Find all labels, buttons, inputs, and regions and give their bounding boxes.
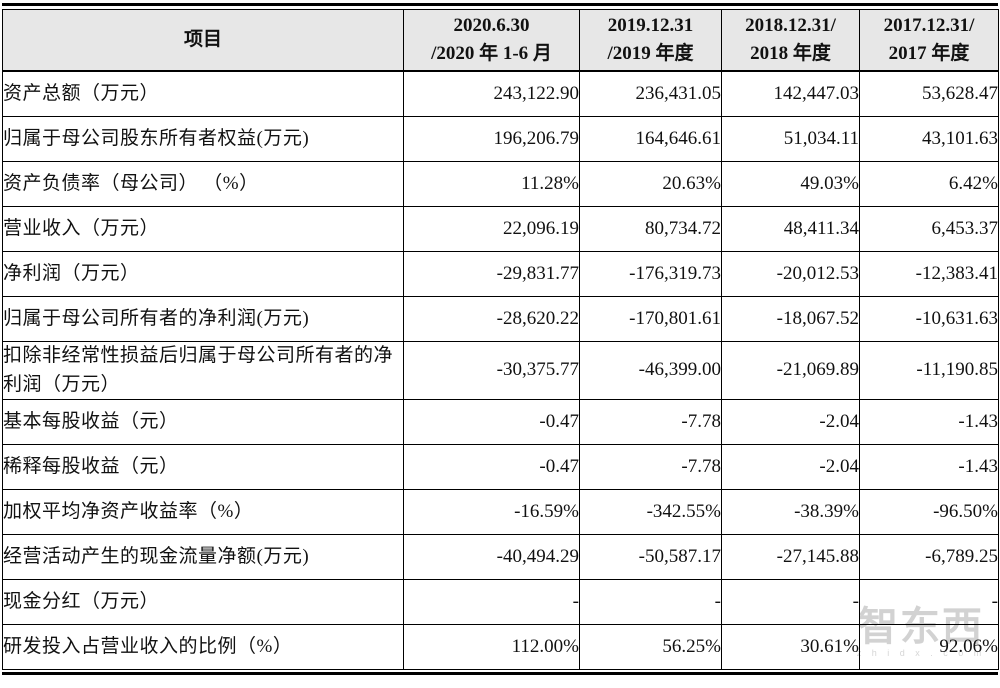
cell-value: -20,012.53 bbox=[721, 251, 860, 297]
row-label: 加权平均净资产收益率（%） bbox=[2, 489, 404, 535]
cell-value: -18,067.52 bbox=[721, 296, 860, 342]
financial-summary-page: 项目 2020.6.30 /2020 年 1-6 月 2019.12.31 /2… bbox=[2, 0, 999, 675]
cell-value: -38.39% bbox=[721, 489, 860, 535]
cell-value: 236,431.05 bbox=[579, 70, 722, 117]
cell-value: 6.42% bbox=[859, 161, 999, 207]
cell-value: -2.04 bbox=[721, 399, 860, 445]
row-label: 营业收入（万元） bbox=[2, 206, 404, 252]
header-cell-item: 项目 bbox=[2, 9, 404, 72]
cell-value: 142,447.03 bbox=[721, 70, 860, 117]
cell-value: -12,383.41 bbox=[859, 251, 999, 297]
row-label: 资产负债率（母公司） （%） bbox=[2, 161, 404, 207]
cell-value: 49.03% bbox=[721, 161, 860, 207]
table-row: 研发投入占营业收入的比例（%） 112.00% 56.25% 30.61% 92.06% bbox=[2, 624, 999, 670]
cell-value: -27,145.88 bbox=[721, 534, 860, 580]
table-row: 归属于母公司股东所有者权益(万元) 196,206.79 164,646.61 51,… bbox=[2, 116, 999, 162]
header-period-line2: /2020 年 1-6 月 bbox=[431, 43, 552, 64]
header-period-line2: /2019 年度 bbox=[607, 43, 694, 64]
cell-value: 196,206.79 bbox=[403, 116, 580, 162]
header-period-line1: 2019.12.31 bbox=[607, 15, 694, 37]
cell-value: 11.28% bbox=[403, 161, 580, 207]
cell-value: -16.59% bbox=[403, 489, 580, 535]
cell-value: -342.55% bbox=[579, 489, 722, 535]
cell-value: -170,801.61 bbox=[579, 296, 722, 342]
cell-value: -50,587.17 bbox=[579, 534, 722, 580]
header-period-line1: 2017.12.31/ bbox=[883, 15, 975, 37]
table-top-double-rule bbox=[2, 3, 998, 6]
header-cell-period-2018: 2018.12.31/ 2018 年度 bbox=[721, 9, 860, 72]
header-cell-period-2020: 2020.6.30 /2020 年 1-6 月 bbox=[403, 9, 580, 72]
table-row: 稀释每股收益（元） -0.47 -7.78 -2.04 -1.43 bbox=[2, 444, 999, 490]
cell-value: -7.78 bbox=[579, 444, 722, 490]
header-cell-period-2017: 2017.12.31/ 2017 年度 bbox=[859, 9, 999, 72]
table-row: 净利润（万元） -29,831.77 -176,319.73 -20,012.53 -1… bbox=[2, 251, 999, 297]
cell-value: 20.63% bbox=[579, 161, 722, 207]
header-period-line2: 2018 年度 bbox=[750, 43, 831, 64]
financial-summary-table: 项目 2020.6.30 /2020 年 1-6 月 2019.12.31 /2… bbox=[2, 9, 999, 670]
cell-value: - bbox=[403, 579, 580, 625]
cell-value: 22,096.19 bbox=[403, 206, 580, 252]
header-period-line1: 2018.12.31/ bbox=[745, 15, 836, 37]
cell-value: -0.47 bbox=[403, 444, 580, 490]
cell-value: -28,620.22 bbox=[403, 296, 580, 342]
cell-value: -46,399.00 bbox=[579, 341, 722, 400]
cell-value: 48,411.34 bbox=[721, 206, 860, 252]
cell-value: 53,628.47 bbox=[859, 70, 999, 117]
cell-value: 112.00% bbox=[403, 624, 580, 670]
row-label: 扣除非经常性损益后归属于母公司所有者的净利润（万元） bbox=[2, 341, 404, 400]
cell-value: 92.06% bbox=[859, 624, 999, 670]
cell-value: -96.50% bbox=[859, 489, 999, 535]
header-period-line1: 2020.6.30 bbox=[453, 15, 530, 37]
cell-value: -11,190.85 bbox=[859, 341, 999, 400]
cell-value: - bbox=[579, 579, 722, 625]
cell-value: -30,375.77 bbox=[403, 341, 580, 400]
cell-value: -7.78 bbox=[579, 399, 722, 445]
table-body: 资产总额（万元） 243,122.90 236,431.05 142,447.03 53… bbox=[2, 70, 999, 670]
row-label: 研发投入占营业收入的比例（%） bbox=[2, 624, 404, 670]
header-period-line2: 2017 年度 bbox=[888, 43, 970, 64]
cell-value: -1.43 bbox=[859, 399, 999, 445]
table-header: 项目 2020.6.30 /2020 年 1-6 月 2019.12.31 /2… bbox=[2, 9, 999, 72]
table-bottom-double-rule bbox=[2, 672, 998, 675]
table-row: 资产总额（万元） 243,122.90 236,431.05 142,447.03 53… bbox=[2, 70, 999, 117]
cell-value: 6,453.37 bbox=[859, 206, 999, 252]
row-label: 归属于母公司所有者的净利润(万元) bbox=[2, 296, 404, 342]
header-cell-period-2019: 2019.12.31 /2019 年度 bbox=[579, 9, 722, 72]
cell-value: 164,646.61 bbox=[579, 116, 722, 162]
cell-value: 43,101.63 bbox=[859, 116, 999, 162]
table-row: 基本每股收益（元） -0.47 -7.78 -2.04 -1.43 bbox=[2, 399, 999, 445]
table-row: 资产负债率（母公司） （%） 11.28% 20.63% 49.03% 6.42% bbox=[2, 161, 999, 207]
cell-value: 80,734.72 bbox=[579, 206, 722, 252]
cell-value: -29,831.77 bbox=[403, 251, 580, 297]
row-label: 基本每股收益（元） bbox=[2, 399, 404, 445]
cell-value: 51,034.11 bbox=[721, 116, 860, 162]
row-label: 经营活动产生的现金流量净额(万元) bbox=[2, 534, 404, 580]
cell-value: -176,319.73 bbox=[579, 251, 722, 297]
row-label: 现金分红（万元） bbox=[2, 579, 404, 625]
header-row: 项目 2020.6.30 /2020 年 1-6 月 2019.12.31 /2… bbox=[2, 9, 999, 72]
row-label: 归属于母公司股东所有者权益(万元) bbox=[2, 116, 404, 162]
cell-value: -2.04 bbox=[721, 444, 860, 490]
cell-value: -6,789.25 bbox=[859, 534, 999, 580]
table-row: 现金分红（万元） - - - - bbox=[2, 579, 999, 625]
cell-value: 56.25% bbox=[579, 624, 722, 670]
cell-value: - bbox=[859, 579, 999, 625]
table-row: 加权平均净资产收益率（%） -16.59% -342.55% -38.39% -96.5… bbox=[2, 489, 999, 535]
row-label: 稀释每股收益（元） bbox=[2, 444, 404, 490]
table-row: 扣除非经常性损益后归属于母公司所有者的净利润（万元） -30,375.77 -46,… bbox=[2, 341, 999, 400]
cell-value: 30.61% bbox=[721, 624, 860, 670]
cell-value: -10,631.63 bbox=[859, 296, 999, 342]
cell-value: -1.43 bbox=[859, 444, 999, 490]
row-label: 净利润（万元） bbox=[2, 251, 404, 297]
cell-value: 243,122.90 bbox=[403, 70, 580, 117]
cell-value: -0.47 bbox=[403, 399, 580, 445]
cell-value: - bbox=[721, 579, 860, 625]
table-row: 归属于母公司所有者的净利润(万元) -28,620.22 -170,801.61 -1… bbox=[2, 296, 999, 342]
table-row: 经营活动产生的现金流量净额(万元) -40,494.29 -50,587.17 -27… bbox=[2, 534, 999, 580]
table-row: 营业收入（万元） 22,096.19 80,734.72 48,411.34 6,453… bbox=[2, 206, 999, 252]
row-label: 资产总额（万元） bbox=[2, 70, 404, 117]
cell-value: -40,494.29 bbox=[403, 534, 580, 580]
cell-value: -21,069.89 bbox=[721, 341, 860, 400]
